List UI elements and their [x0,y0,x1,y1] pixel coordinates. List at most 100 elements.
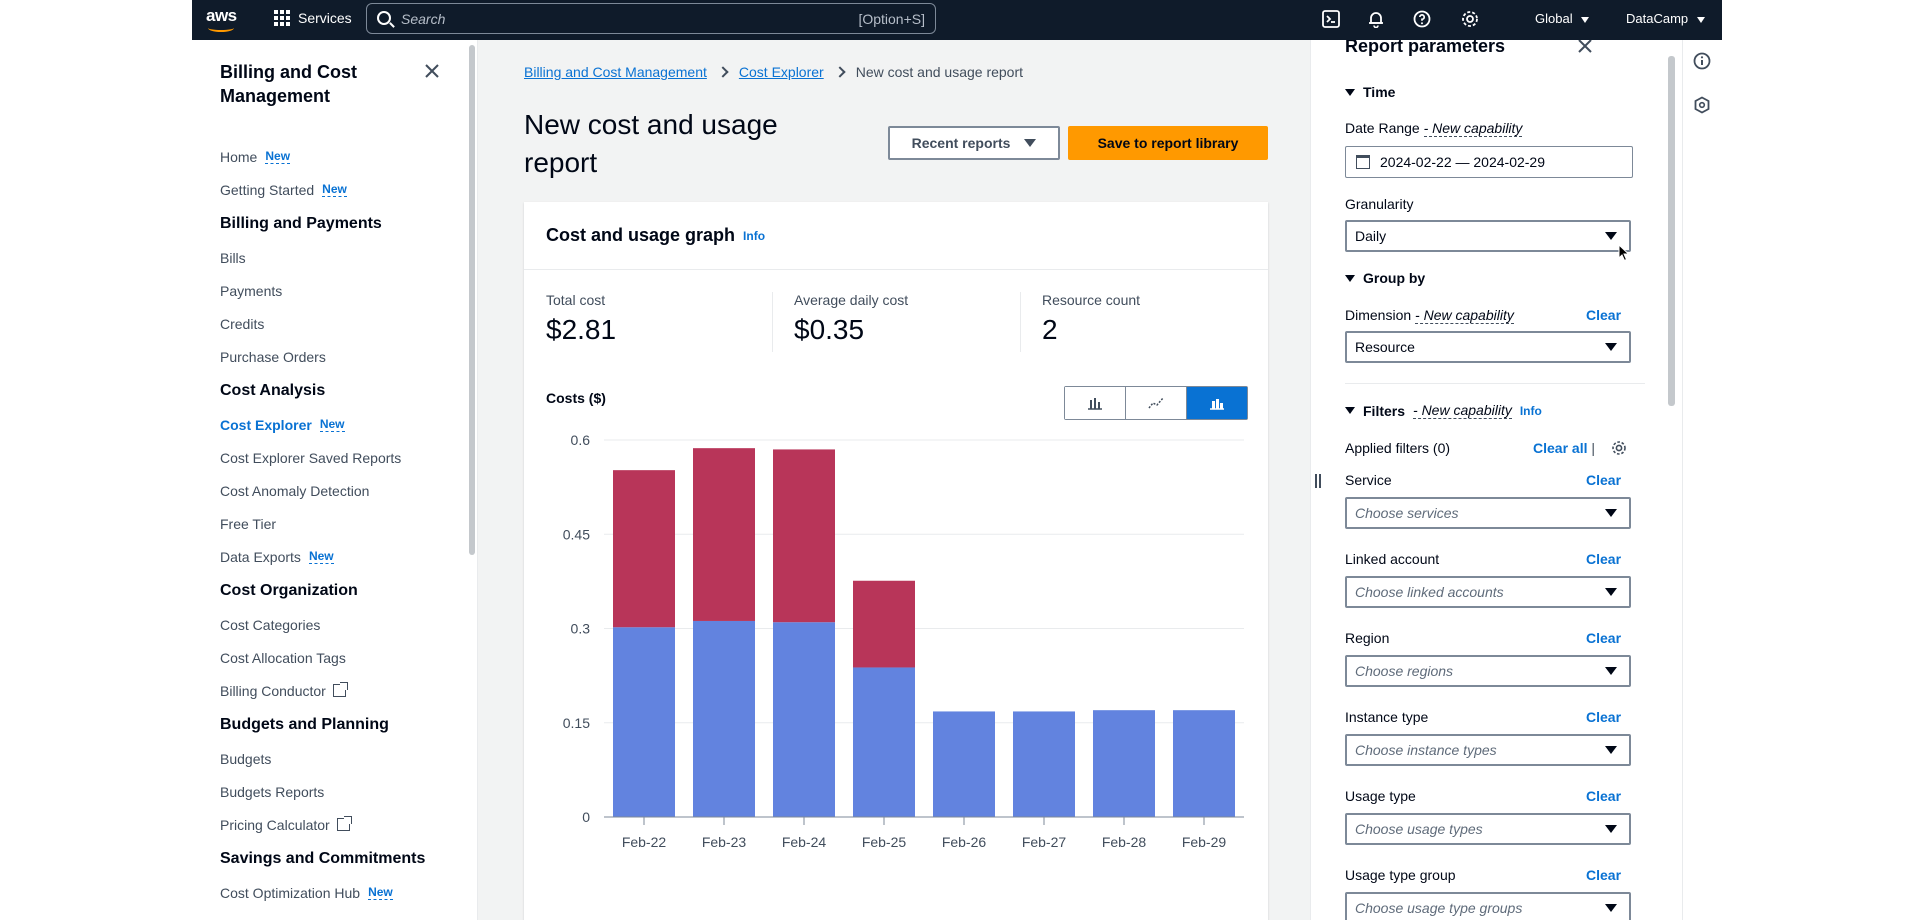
nav-item-cost-anomaly-detection[interactable]: Cost Anomaly Detection [220,474,460,507]
cloudshell-icon[interactable] [1320,8,1342,30]
usage-type-group-clear-link[interactable]: Clear [1586,867,1622,883]
search-input[interactable]: Search [Option+S] [366,3,936,34]
section-label: Group by [1363,270,1426,286]
mouse-pointer-icon [1618,243,1630,262]
gear-icon[interactable] [1611,440,1629,458]
calendar-icon [1356,155,1370,169]
y-tick-label: 0.6 [571,432,591,448]
nav-item-cost-explorer[interactable]: Cost Explorer New [220,408,460,441]
gear-icon[interactable] [1459,8,1481,30]
nav-item-cost-allocation-tags[interactable]: Cost Allocation Tags [220,641,460,674]
line-chart-option[interactable] [1126,387,1187,419]
usage-type-label: Usage type [1345,788,1416,804]
help-icon[interactable] [1411,8,1433,30]
separator: | [1591,440,1596,456]
breadcrumb-current: New cost and usage report [855,64,1024,80]
new-capability-tag[interactable]: - New capability [1415,307,1514,324]
instance-type-select[interactable]: Choose instance types [1345,734,1631,766]
aws-logo[interactable]: aws [206,4,240,34]
nav-item-home[interactable]: Home New [220,140,460,173]
date-range-input[interactable]: 2024-02-22 — 2024-02-29 [1345,146,1633,178]
usage-type-select[interactable]: Choose usage types [1345,813,1631,845]
side-navigation: Billing and Cost Management Home New Getti… [192,40,478,920]
new-badge: New [308,549,334,564]
stacked-chart-option[interactable] [1187,387,1247,419]
usage-type-clear-link[interactable]: Clear [1586,788,1622,804]
x-tick-label: Feb-29 [1182,834,1227,850]
nav-scrollbar[interactable] [469,45,475,555]
region-clear-link[interactable]: Clear [1586,630,1622,646]
service-clear-link[interactable]: Clear [1586,472,1622,488]
nav-item-purchase-orders[interactable]: Purchase Orders [220,340,460,373]
info-icon[interactable] [1693,52,1713,72]
nav-item-pricing-calculator[interactable]: Pricing Calculator [220,808,460,841]
bar-segment [853,667,915,817]
nav-item-cost-optimization-hub[interactable]: Cost Optimization Hub New [220,876,460,909]
panel-scrollbar[interactable] [1668,56,1675,406]
granularity-select[interactable]: Daily [1345,220,1631,252]
caret-down-icon [1605,232,1617,240]
chevron-right-icon [717,66,729,78]
nav-item-data-exports[interactable]: Data Exports New [220,540,460,573]
save-to-report-library-button[interactable]: Save to report library [1068,126,1268,160]
instance-type-clear-link[interactable]: Clear [1586,709,1622,725]
x-tick-label: Feb-24 [782,834,827,850]
nav-item-getting-started[interactable]: Getting Started New [220,173,460,206]
info-link[interactable]: Info [743,228,766,243]
account-menu[interactable]: DataCamp [1626,11,1705,26]
granularity-value: Daily [1355,228,1387,244]
caret-down-icon [1345,88,1355,96]
filters-section-toggle[interactable]: Filters - New capability Info [1345,402,1542,419]
group-by-section-toggle[interactable]: Group by [1345,270,1425,286]
breadcrumb-billing[interactable]: Billing and Cost Management [524,64,707,80]
nav-item-credits[interactable]: Credits [220,307,460,340]
region-selector[interactable]: Global [1535,11,1590,26]
dimension-clear-link[interactable]: Clear [1586,307,1622,323]
new-capability-tag[interactable]: - New capability [1423,120,1523,137]
date-range-value: 2024-02-22 — 2024-02-29 [1380,154,1546,170]
nav-item-payments[interactable]: Payments [220,274,460,307]
new-capability-tag[interactable]: - New capability [1413,402,1512,419]
nav-item-billing-conductor[interactable]: Billing Conductor [220,674,460,707]
hexagon-icon[interactable] [1693,96,1713,116]
breadcrumb-cost-explorer[interactable]: Cost Explorer [738,64,824,80]
close-icon[interactable] [423,62,443,82]
nav-item-label: Getting Started [220,181,315,198]
nav-item-cost-categories[interactable]: Cost Categories [220,608,460,641]
account-label: DataCamp [1626,11,1689,26]
usage-type-group-select[interactable]: Choose usage type groups [1345,892,1631,920]
bell-icon[interactable] [1365,8,1387,30]
y-tick-label: 0.15 [563,715,590,731]
dimension-select[interactable]: Resource [1345,331,1631,363]
nav-item-label: Credits [220,315,265,332]
usage-type-group-label: Usage type group [1345,867,1456,883]
time-section-toggle[interactable]: Time [1345,84,1395,100]
region-select[interactable]: Choose regions [1345,655,1631,687]
select-placeholder: Choose usage type groups [1355,900,1523,916]
recent-reports-button[interactable]: Recent reports [888,126,1060,160]
nav-item-label: Cost Analysis [220,381,326,399]
close-icon[interactable] [1577,40,1595,56]
info-link[interactable]: Info [1519,403,1542,418]
linked-account-clear-link[interactable]: Clear [1586,551,1622,567]
bar-segment [773,622,835,817]
nav-item-cost-explorer-saved-reports[interactable]: Cost Explorer Saved Reports [220,441,460,474]
nav-item-budgets[interactable]: Budgets [220,742,460,775]
chevron-down-icon [1581,17,1590,23]
clear-all-link[interactable]: Clear all [1533,440,1588,456]
resize-handle-icon[interactable] [1315,474,1323,488]
cost-usage-graph-card: Cost and usage graph Info Total cost $2.… [524,202,1268,920]
nav-item-budgets-reports[interactable]: Budgets Reports [220,775,460,808]
nav-item-free-tier[interactable]: Free Tier [220,507,460,540]
clear-all-group: Clear all | [1533,440,1595,456]
service-select[interactable]: Choose services [1345,497,1631,529]
caret-down-icon [1605,509,1617,517]
nav-item-bills[interactable]: Bills [220,241,460,274]
linked-account-select[interactable]: Choose linked accounts [1345,576,1631,608]
new-badge: New [368,885,393,900]
services-menu[interactable]: Services [274,10,352,26]
card-header: Cost and usage graph Info [524,202,1268,270]
bar-chart-option[interactable] [1065,387,1126,419]
linked-account-label: Linked account [1345,551,1440,567]
nav-item-label: Purchase Orders [220,348,326,365]
